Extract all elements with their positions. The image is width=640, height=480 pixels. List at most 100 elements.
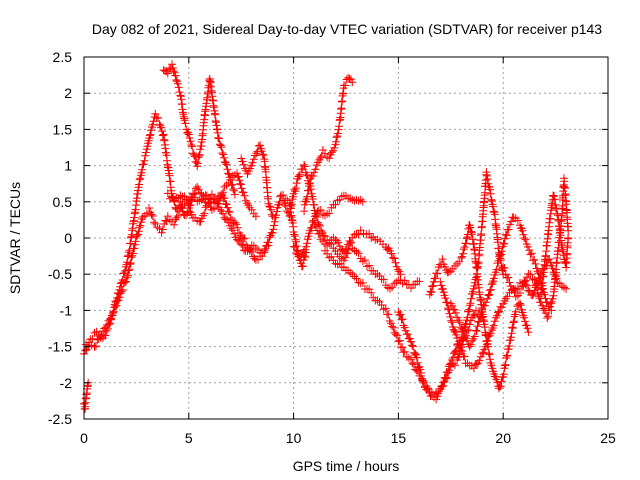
data-point <box>138 165 147 174</box>
data-point <box>472 327 481 336</box>
data-point <box>428 282 437 291</box>
data-point <box>493 378 502 387</box>
data-point <box>213 199 222 208</box>
data-point <box>413 358 422 367</box>
data-point <box>460 243 469 252</box>
data-point <box>136 221 145 230</box>
data-point <box>180 200 189 209</box>
data-point <box>391 258 400 267</box>
data-point <box>154 113 163 122</box>
data-point <box>444 268 453 277</box>
data-point <box>539 304 548 313</box>
data-point <box>486 189 495 198</box>
data-point <box>96 332 105 341</box>
y-tick-label: -2.5 <box>48 411 72 427</box>
data-point <box>124 248 133 257</box>
data-point <box>501 361 509 370</box>
data-point <box>195 196 204 205</box>
data-point <box>235 176 244 185</box>
data-point <box>411 349 420 358</box>
data-point <box>226 175 235 184</box>
y-axis-label: SDTVAR / TECUs <box>7 182 23 294</box>
data-point <box>461 320 470 329</box>
data-point <box>281 194 290 203</box>
data-point <box>172 213 181 222</box>
data-point <box>333 129 342 138</box>
data-point <box>446 267 455 276</box>
data-point <box>494 308 502 317</box>
data-point <box>252 149 261 158</box>
data-point <box>448 318 457 327</box>
data-point <box>97 331 106 339</box>
data-point <box>240 191 249 200</box>
data-point <box>358 278 367 287</box>
data-point <box>519 281 528 290</box>
data-point <box>258 150 267 159</box>
data-point <box>335 122 344 131</box>
data-point <box>234 172 243 181</box>
data-point <box>516 301 525 310</box>
data-point <box>325 209 334 218</box>
data-point <box>165 194 174 203</box>
data-point <box>433 269 442 278</box>
data-point <box>478 349 487 358</box>
data-point <box>456 323 465 332</box>
data-point <box>180 116 189 125</box>
data-point <box>431 274 440 283</box>
data-point <box>126 260 135 269</box>
data-point <box>173 79 182 88</box>
data-point <box>123 252 132 261</box>
data-point <box>350 246 359 255</box>
data-point <box>196 145 205 154</box>
data-point <box>505 342 514 350</box>
data-point <box>535 294 544 303</box>
data-point <box>238 241 247 250</box>
data-point <box>511 292 520 301</box>
data-point <box>333 260 342 269</box>
data-point <box>146 130 155 139</box>
data-point <box>450 305 459 314</box>
data-point <box>168 60 176 69</box>
data-point <box>465 301 474 310</box>
data-point <box>377 301 386 309</box>
data-point <box>546 299 555 308</box>
data-point <box>393 331 402 340</box>
data-point <box>447 316 456 325</box>
data-point <box>197 190 206 198</box>
data-point <box>233 169 241 178</box>
data-point <box>440 262 449 271</box>
data-point <box>193 159 202 168</box>
data-point <box>150 218 158 227</box>
data-point <box>501 230 510 239</box>
data-point <box>212 198 220 207</box>
data-point <box>391 330 400 339</box>
data-point <box>492 311 501 320</box>
data-point <box>290 185 299 194</box>
data-point <box>390 254 399 263</box>
data-point <box>416 365 425 374</box>
data-point <box>224 207 233 216</box>
data-point <box>310 220 319 229</box>
data-point <box>239 188 248 197</box>
data-point <box>181 119 190 128</box>
data-point <box>496 251 505 260</box>
data-point <box>110 303 119 312</box>
x-tick-label: 5 <box>185 430 193 446</box>
data-point <box>316 153 325 162</box>
data-point <box>365 229 374 238</box>
data-point <box>367 288 376 297</box>
data-point <box>490 208 499 217</box>
data-point <box>448 354 457 362</box>
data-point <box>327 148 336 157</box>
data-point <box>557 282 566 291</box>
data-point <box>186 137 195 146</box>
data-point <box>133 231 142 239</box>
data-point <box>436 277 445 286</box>
data-point <box>552 204 561 213</box>
data-point <box>230 218 239 227</box>
data-point <box>272 211 281 220</box>
data-point <box>309 216 318 225</box>
data-point <box>408 341 416 350</box>
data-point <box>511 307 520 316</box>
data-point <box>267 205 275 214</box>
